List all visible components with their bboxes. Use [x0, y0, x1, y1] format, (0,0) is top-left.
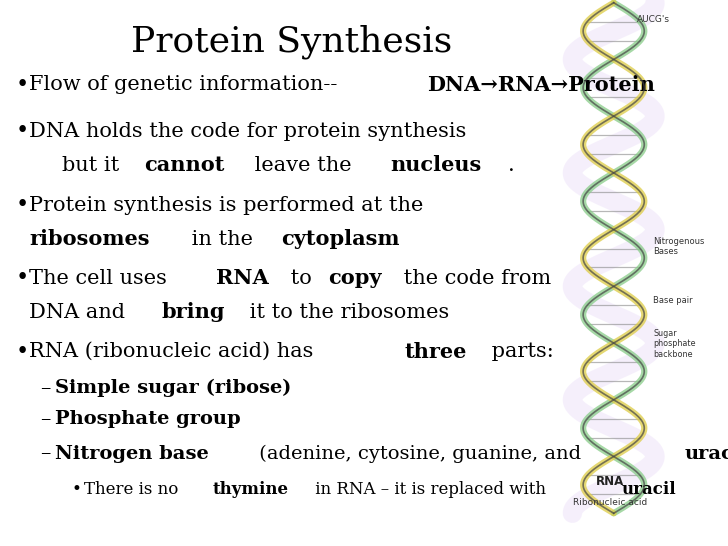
Text: RNA: RNA [215, 269, 269, 288]
Text: Sugar
phosphate
backbone: Sugar phosphate backbone [653, 329, 695, 359]
Text: The cell uses: The cell uses [29, 269, 173, 288]
Text: –: – [40, 444, 50, 463]
Text: but it: but it [62, 156, 126, 175]
Text: (adenine, cytosine, guanine, and: (adenine, cytosine, guanine, and [253, 444, 587, 463]
Text: •: • [16, 194, 29, 216]
Text: Ribonucleic acid: Ribonucleic acid [573, 498, 647, 507]
Text: •: • [16, 341, 29, 363]
Text: uracil: uracil [684, 445, 728, 462]
Text: thymine: thymine [213, 481, 288, 498]
Text: DNA→RNA→Protein: DNA→RNA→Protein [427, 75, 655, 94]
Text: There is no: There is no [84, 481, 183, 498]
Text: parts:: parts: [485, 342, 554, 361]
Text: –: – [40, 410, 50, 429]
Text: Flow of genetic information--: Flow of genetic information-- [29, 75, 338, 94]
Text: leave the: leave the [248, 156, 358, 175]
Text: RNA (ribonucleic acid) has: RNA (ribonucleic acid) has [29, 342, 320, 361]
Text: Protein Synthesis: Protein Synthesis [130, 25, 452, 59]
Text: Nitrogenous
Bases: Nitrogenous Bases [653, 237, 705, 257]
Text: •: • [16, 120, 29, 142]
Text: in RNA – it is replaced with: in RNA – it is replaced with [310, 481, 552, 498]
Text: •: • [16, 268, 29, 289]
Text: RNA: RNA [596, 475, 624, 488]
Text: Phosphate group: Phosphate group [55, 411, 240, 428]
Text: Protein synthesis is performed at the: Protein synthesis is performed at the [29, 196, 424, 215]
Text: cannot: cannot [144, 156, 225, 175]
Text: •: • [16, 74, 29, 96]
Text: AUCG's: AUCG's [637, 15, 670, 23]
Text: Nitrogen base: Nitrogen base [55, 445, 208, 462]
Text: to: to [284, 269, 318, 288]
Text: ribosomes: ribosomes [29, 229, 150, 249]
Text: uracil: uracil [622, 481, 676, 498]
Text: three: three [405, 342, 467, 361]
Text: nucleus: nucleus [390, 156, 481, 175]
Text: cytoplasm: cytoplasm [281, 229, 400, 249]
Text: copy: copy [328, 269, 381, 288]
Text: the code from: the code from [397, 269, 551, 288]
Text: Simple sugar (ribose): Simple sugar (ribose) [55, 379, 291, 397]
Text: bring: bring [162, 302, 225, 322]
Text: Base pair: Base pair [653, 296, 692, 305]
Text: DNA holds the code for protein synthesis: DNA holds the code for protein synthesis [29, 122, 467, 140]
Text: •: • [71, 481, 82, 498]
Text: it to the ribosomes: it to the ribosomes [243, 303, 450, 322]
Text: –: – [40, 379, 50, 397]
Text: DNA and: DNA and [29, 303, 132, 322]
Text: .: . [508, 156, 515, 175]
Text: in the: in the [185, 230, 259, 248]
